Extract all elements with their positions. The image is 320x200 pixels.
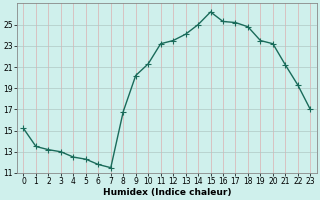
X-axis label: Humidex (Indice chaleur): Humidex (Indice chaleur)	[103, 188, 231, 197]
